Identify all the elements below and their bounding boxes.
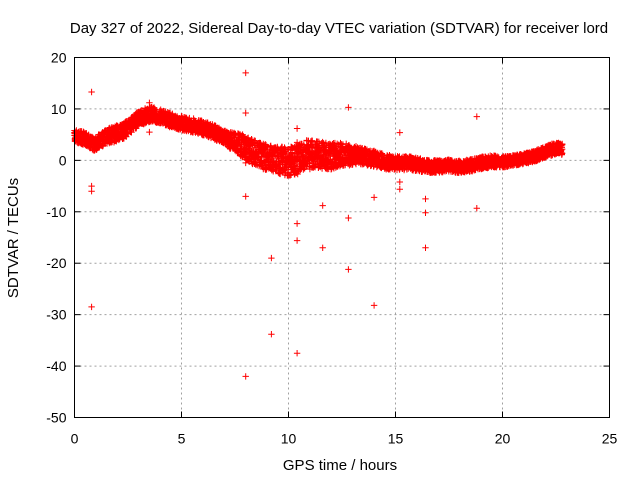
sdtvar-outlier xyxy=(293,139,301,146)
sdtvar-outlier xyxy=(293,220,301,227)
sdtvar-outlier xyxy=(396,129,403,136)
sdtvar-point xyxy=(128,129,135,136)
sdtvar-outlier xyxy=(146,128,153,136)
sdtvar-outlier xyxy=(242,193,249,200)
sdtvar-point xyxy=(264,143,271,151)
sdtvar-outlier xyxy=(268,254,275,262)
sdtvar-outlier xyxy=(473,113,480,120)
sdtvar-point xyxy=(339,141,347,148)
sdtvar-outlier xyxy=(293,237,301,244)
y-tick-label: -10 xyxy=(46,204,66,220)
sdtvar-outlier xyxy=(146,99,153,106)
chart-title: Day 327 of 2022, Sidereal Day-to-day VTE… xyxy=(70,20,608,37)
sdtvar-outlier xyxy=(242,159,249,167)
y-axis-label: SDTVAR / TECUs xyxy=(5,178,22,298)
y-tick-label: 20 xyxy=(51,50,67,66)
sdtvar-outlier xyxy=(88,188,95,195)
x-tick-label: 5 xyxy=(178,431,186,447)
sdtvar-outlier xyxy=(422,195,429,203)
sdtvar-outlier xyxy=(88,88,95,96)
sdtvar-outlier xyxy=(268,331,275,338)
x-tick-label: 20 xyxy=(495,431,511,447)
sdtvar-point xyxy=(346,162,353,169)
sdtvar-outlier xyxy=(345,214,352,222)
sdtvar-outlier xyxy=(345,266,352,273)
sdtvar-outlier xyxy=(422,244,429,251)
x-tick-label: 15 xyxy=(388,431,404,447)
x-tick-label: 25 xyxy=(602,431,618,447)
y-tick-label: 10 xyxy=(51,101,67,117)
sdtvar-outlier xyxy=(473,205,480,212)
sdtvar-outlier xyxy=(396,186,403,193)
axis-ticks: 0 5 10 15 20 25 -50 -40 -30 -20 -10 0 10 20 xyxy=(46,50,617,447)
sdtvar-outlier xyxy=(319,202,326,209)
sdtvar-outlier xyxy=(370,302,378,309)
sdtvar-point xyxy=(286,172,294,179)
sdtvar-point xyxy=(304,157,312,164)
sdtvar-outlier xyxy=(370,194,378,201)
sdtvar-outlier xyxy=(293,125,301,132)
sdtvar-outlier xyxy=(370,147,378,155)
y-tick-label: -30 xyxy=(46,307,66,323)
sdtvar-outlier xyxy=(345,104,352,111)
sdtvar-outlier xyxy=(293,350,301,357)
data-points xyxy=(71,69,566,380)
sdtvar-outlier xyxy=(396,178,403,186)
x-tick-label: 0 xyxy=(71,431,79,447)
y-tick-label: 0 xyxy=(59,152,67,168)
y-tick-label: -50 xyxy=(46,410,66,426)
sdtvar-outlier xyxy=(88,303,95,311)
sdtvar-outlier xyxy=(242,109,249,117)
sdtvar-outlier xyxy=(242,373,249,380)
x-tick-label: 10 xyxy=(281,431,297,447)
plot-frame xyxy=(74,57,610,418)
sdtvar-point xyxy=(309,137,316,144)
sdtvar-outlier xyxy=(242,69,249,77)
x-axis-label: GPS time / hours xyxy=(283,457,397,474)
sdtvar-outlier xyxy=(422,209,429,216)
y-tick-label: -40 xyxy=(46,358,66,374)
sdtvar-point xyxy=(559,150,566,157)
sdtvar-outlier xyxy=(319,244,326,251)
y-tick-label: -20 xyxy=(46,255,66,271)
